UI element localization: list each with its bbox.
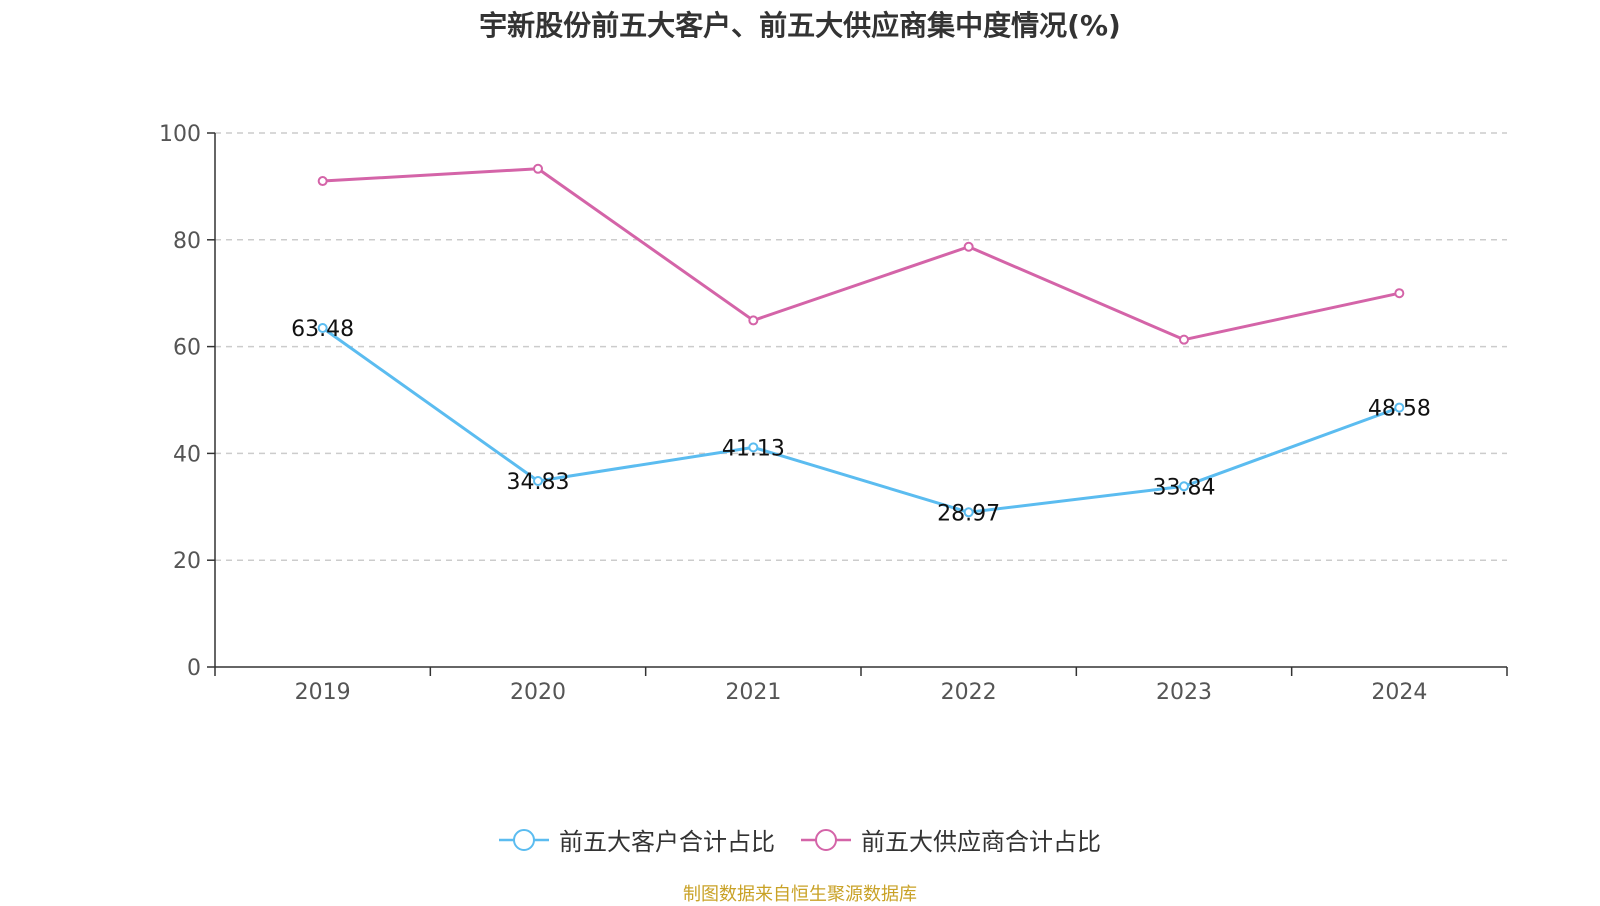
chart-title: 宇新股份前五大客户、前五大供应商集中度情况(%) — [479, 9, 1121, 42]
legend-marker-customers-icon — [499, 828, 549, 851]
point-suppliers-2019 — [317, 176, 328, 187]
data-label-customers-2019: 63.48 — [291, 317, 354, 342]
x-tick-label-2023: 2023 — [1156, 680, 1212, 705]
y-tick-label: 40 — [173, 442, 201, 467]
y-tick-label: 80 — [173, 229, 201, 254]
legend-item-customers[interactable]: 前五大客户合计占比 — [499, 822, 775, 857]
point-suppliers-2022 — [963, 241, 974, 252]
line-chart: 0 20 40 60 80 100 2019 2020 2021 2022 2023 2024 63.… — [159, 122, 1508, 705]
data-label-customers-2023: 33.84 — [1153, 475, 1216, 500]
legend-item-suppliers[interactable]: 前五大供应商合计占比 — [801, 822, 1101, 857]
point-suppliers-2024 — [1394, 288, 1405, 299]
point-suppliers-2020 — [533, 163, 543, 174]
legend-label-suppliers: 前五大供应商合计占比 — [861, 828, 1101, 856]
y-tick-label: 0 — [187, 656, 201, 681]
data-label-customers-2021: 41.13 — [722, 436, 785, 461]
point-suppliers-2021 — [748, 315, 759, 326]
y-tick-label: 20 — [173, 549, 201, 574]
x-tick-label-2022: 2022 — [941, 680, 997, 705]
axes: 0 20 40 60 80 100 2019 2020 2021 2022 2023 2024 — [159, 122, 1508, 705]
y-tick-label: 100 — [159, 122, 201, 147]
series-line-suppliers — [322, 167, 1400, 342]
data-label-customers-2022: 28.97 — [937, 501, 1000, 526]
point-customers-2019 — [317, 323, 328, 334]
x-tick-label-2019: 2019 — [295, 680, 351, 705]
data-source-note: 制图数据来自恒生聚源数据库 — [683, 884, 917, 905]
x-tick-label-2021: 2021 — [725, 680, 781, 705]
point-customers-2022 — [963, 507, 974, 518]
data-label-customers-2020: 34.83 — [507, 470, 570, 495]
legend-marker-suppliers-icon — [801, 828, 851, 851]
point-suppliers-2023 — [1179, 334, 1189, 345]
x-tick-label-2020: 2020 — [510, 680, 566, 705]
x-tick-label-2024: 2024 — [1371, 680, 1427, 705]
series-line-customers — [321, 326, 1400, 514]
legend-label-customers: 前五大客户合计占比 — [559, 828, 775, 856]
data-labels: 63.48 34.83 41.13 28.97 33.84 48.58 — [291, 317, 1431, 526]
point-customers-2023 — [1179, 481, 1189, 492]
y-tick-label: 60 — [173, 336, 201, 361]
point-customers-2024 — [1394, 402, 1405, 413]
data-label-customers-2024: 48.58 — [1368, 397, 1431, 422]
point-customers-2020 — [533, 476, 543, 487]
gridlines — [215, 132, 1507, 561]
legend: 前五大客户合计占比 前五大供应商合计占比 — [0, 822, 1600, 857]
point-customers-2021 — [748, 442, 759, 453]
series — [317, 163, 1405, 518]
